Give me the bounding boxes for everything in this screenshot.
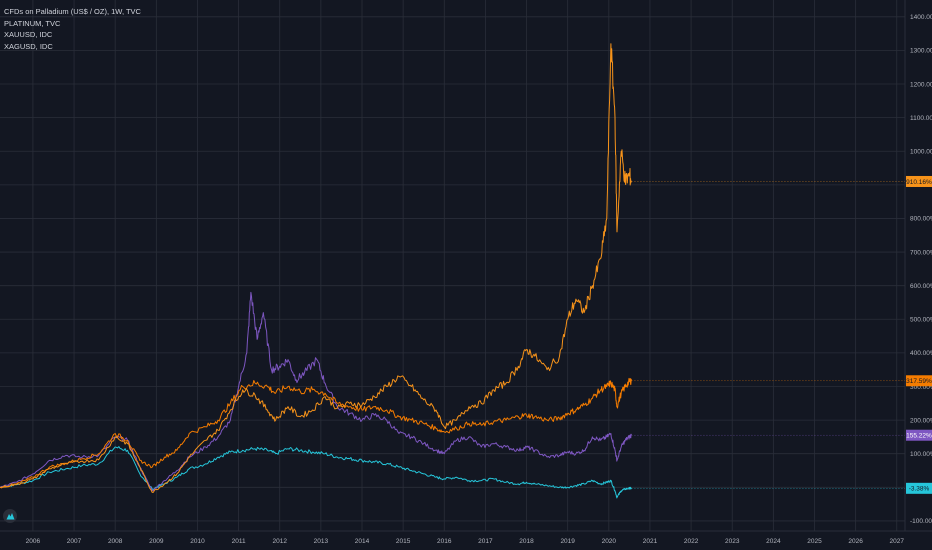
x-tick-label: 2022 <box>684 538 699 545</box>
y-tick-label: 1300.00% <box>910 48 932 55</box>
y-tick-label: 200.00% <box>910 417 932 424</box>
tradingview-logo-icon[interactable] <box>3 509 17 523</box>
x-tick-label: 2024 <box>766 538 781 545</box>
y-tick-label: 100.00% <box>910 451 932 458</box>
last-value-badges: -3.38% 155.22% 317.59% 910.16% <box>631 175 932 494</box>
x-tick-label: 2017 <box>478 538 493 545</box>
x-tick-label: 2013 <box>314 538 329 545</box>
time-axis[interactable]: 2006 2007 2008 2009 2010 2011 2012 2013 2014 2015… <box>26 538 905 545</box>
legend-silver[interactable]: XAGUSD, IDC <box>4 41 53 51</box>
legend-gold[interactable]: XAUUSD, IDC <box>4 30 53 39</box>
tradingview-logo-glyph <box>6 513 14 520</box>
x-tick-label: 2012 <box>272 538 287 545</box>
x-tick-label: 2010 <box>190 538 205 545</box>
y-tick-label: 700.00% <box>910 249 932 256</box>
x-tick-label: 2006 <box>26 538 41 545</box>
last-value-label-palladium: 910.16% <box>906 179 932 186</box>
last-value-label-platinum: 317.59% <box>906 378 932 385</box>
grid-lines <box>0 0 905 531</box>
x-tick-label: 2018 <box>519 538 534 545</box>
y-tick-label: 1000.00% <box>910 149 932 156</box>
last-value-badge-platinum <box>906 375 932 387</box>
last-value-label-silver: -3.38% <box>909 486 930 493</box>
y-tick-label: 400.00% <box>910 350 932 357</box>
last-value-badge-silver <box>906 482 932 494</box>
legend-palladium[interactable]: CFDs on Palladium (US$ / OZ), 1W, TVC <box>4 7 141 16</box>
y-tick-label: 800.00% <box>910 216 932 223</box>
x-tick-label: 2014 <box>355 538 370 545</box>
series-line-palladium <box>0 43 632 493</box>
legend-platinum[interactable]: PLATINUM, TVC <box>4 18 61 28</box>
series-line-silver <box>0 446 632 499</box>
y-tick-label: 600.00% <box>910 283 932 290</box>
series-line-platinum <box>0 377 632 489</box>
x-tick-label: 2023 <box>725 538 740 545</box>
y-tick-label: 300.00% <box>910 384 932 391</box>
x-tick-label: 2026 <box>848 538 863 545</box>
last-value-label-gold: 155.22% <box>906 433 932 440</box>
y-tick-label: -100.00% <box>910 518 932 525</box>
y-tick-label: 1400.00% <box>910 14 932 21</box>
y-tick-label: 500.00% <box>910 317 932 324</box>
x-tick-label: 2020 <box>602 538 617 545</box>
y-tick-label: 1200.00% <box>910 81 932 88</box>
x-tick-label: 2008 <box>108 538 123 545</box>
chart-legend: CFDs on Palladium (US$ / OZ), 1W, TVC PL… <box>4 6 141 52</box>
x-tick-label: 2011 <box>232 538 246 545</box>
y-tick-label: 1100.00% <box>910 115 932 122</box>
series-lines <box>0 43 632 499</box>
x-tick-label: 2025 <box>807 538 822 545</box>
last-value-badge-palladium <box>906 175 932 187</box>
x-tick-label: 2016 <box>437 538 452 545</box>
series-line-gold <box>0 291 632 492</box>
last-value-badge-gold <box>906 429 932 441</box>
x-tick-label: 2007 <box>67 538 82 545</box>
x-tick-label: 2009 <box>149 538 164 545</box>
x-tick-label: 2019 <box>560 538 575 545</box>
x-tick-label: 2015 <box>396 538 411 545</box>
x-tick-label: 2021 <box>643 538 658 545</box>
x-tick-label: 2027 <box>890 538 905 545</box>
